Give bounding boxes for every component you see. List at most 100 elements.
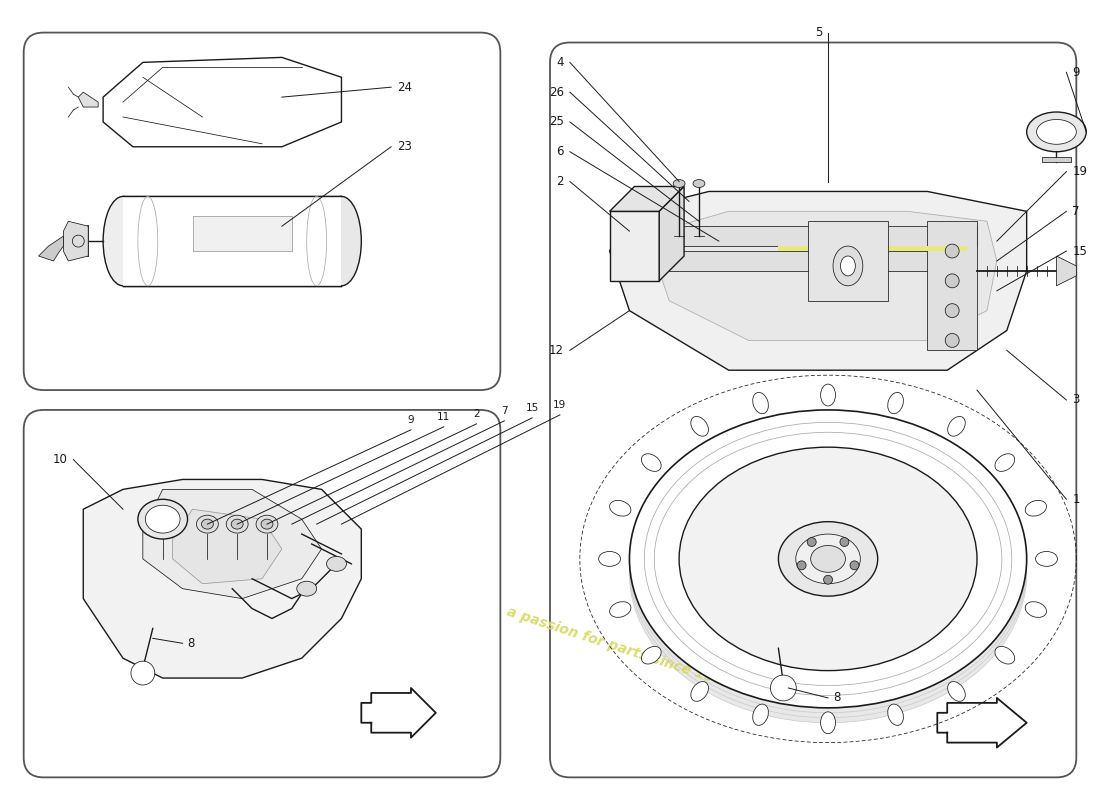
Text: 19: 19 xyxy=(1072,165,1087,178)
Ellipse shape xyxy=(629,410,1026,708)
Circle shape xyxy=(807,538,816,546)
Text: eDiagSpecs: eDiagSpecs xyxy=(780,191,916,211)
Ellipse shape xyxy=(752,393,769,414)
Ellipse shape xyxy=(679,447,977,670)
Text: 8: 8 xyxy=(187,637,195,650)
Polygon shape xyxy=(1056,256,1076,286)
Ellipse shape xyxy=(691,417,708,436)
Circle shape xyxy=(945,244,959,258)
Text: 2: 2 xyxy=(557,175,564,188)
Ellipse shape xyxy=(227,515,249,533)
Polygon shape xyxy=(39,236,64,261)
Polygon shape xyxy=(123,197,341,286)
Polygon shape xyxy=(1042,157,1071,162)
Text: 11: 11 xyxy=(437,412,450,422)
Polygon shape xyxy=(192,216,292,251)
Polygon shape xyxy=(808,222,888,301)
Text: 3: 3 xyxy=(1072,394,1080,406)
Polygon shape xyxy=(649,226,977,246)
Ellipse shape xyxy=(629,425,1026,722)
Polygon shape xyxy=(609,211,659,281)
Ellipse shape xyxy=(994,454,1014,471)
Polygon shape xyxy=(143,490,321,598)
Ellipse shape xyxy=(1025,602,1046,618)
Ellipse shape xyxy=(994,646,1014,664)
Text: 10: 10 xyxy=(53,453,67,466)
Polygon shape xyxy=(78,92,98,107)
Ellipse shape xyxy=(261,519,273,529)
Text: 23: 23 xyxy=(397,140,411,154)
Text: 15: 15 xyxy=(526,403,539,413)
Ellipse shape xyxy=(609,602,631,618)
Ellipse shape xyxy=(888,393,903,414)
Polygon shape xyxy=(123,197,341,286)
Ellipse shape xyxy=(138,499,187,539)
Ellipse shape xyxy=(948,682,966,702)
Text: 2: 2 xyxy=(473,409,480,419)
Circle shape xyxy=(131,661,155,685)
Text: 9: 9 xyxy=(1072,66,1080,78)
Ellipse shape xyxy=(641,454,661,471)
FancyBboxPatch shape xyxy=(24,410,500,778)
Ellipse shape xyxy=(145,506,180,533)
Polygon shape xyxy=(779,246,967,251)
Circle shape xyxy=(945,334,959,347)
Ellipse shape xyxy=(693,179,705,187)
Ellipse shape xyxy=(948,417,966,436)
Ellipse shape xyxy=(197,515,218,533)
Circle shape xyxy=(798,561,806,570)
Circle shape xyxy=(945,274,959,288)
Text: 15: 15 xyxy=(1072,245,1087,258)
Circle shape xyxy=(770,675,796,701)
Text: 7: 7 xyxy=(500,406,507,416)
Text: 6: 6 xyxy=(557,146,564,158)
Text: a passion for parts since 1985: a passion for parts since 1985 xyxy=(505,605,734,691)
Text: 85: 85 xyxy=(876,232,899,250)
Ellipse shape xyxy=(201,519,213,529)
Text: 5: 5 xyxy=(815,26,822,39)
Ellipse shape xyxy=(779,522,878,596)
FancyBboxPatch shape xyxy=(24,33,500,390)
Ellipse shape xyxy=(641,646,661,664)
Ellipse shape xyxy=(811,546,846,572)
Ellipse shape xyxy=(327,557,346,571)
Ellipse shape xyxy=(1025,501,1046,516)
Ellipse shape xyxy=(888,704,903,726)
Ellipse shape xyxy=(833,246,862,286)
Polygon shape xyxy=(669,251,967,271)
Polygon shape xyxy=(609,191,1026,370)
Ellipse shape xyxy=(103,197,143,286)
Ellipse shape xyxy=(73,235,85,247)
Polygon shape xyxy=(103,58,341,146)
Text: eDiag: eDiag xyxy=(165,480,240,518)
Ellipse shape xyxy=(821,384,836,406)
Text: 25: 25 xyxy=(549,115,564,129)
Text: 19: 19 xyxy=(553,400,566,410)
Ellipse shape xyxy=(1036,119,1076,144)
Polygon shape xyxy=(173,510,282,584)
Ellipse shape xyxy=(795,534,860,584)
Text: 12: 12 xyxy=(549,344,564,357)
Ellipse shape xyxy=(673,179,685,187)
Ellipse shape xyxy=(1026,112,1087,152)
Polygon shape xyxy=(927,222,977,350)
Ellipse shape xyxy=(256,515,278,533)
Text: 26: 26 xyxy=(549,86,564,98)
Circle shape xyxy=(945,304,959,318)
Polygon shape xyxy=(64,222,88,261)
Ellipse shape xyxy=(840,256,856,276)
Text: 4: 4 xyxy=(557,56,564,69)
Polygon shape xyxy=(659,186,684,281)
Polygon shape xyxy=(649,211,997,341)
Polygon shape xyxy=(609,186,684,211)
Ellipse shape xyxy=(598,551,620,566)
Text: 1: 1 xyxy=(1072,493,1080,506)
Ellipse shape xyxy=(1035,551,1057,566)
Ellipse shape xyxy=(821,712,836,734)
Ellipse shape xyxy=(691,682,708,702)
Polygon shape xyxy=(84,479,361,678)
Text: 9: 9 xyxy=(408,415,415,425)
Circle shape xyxy=(824,575,833,584)
Ellipse shape xyxy=(321,197,361,286)
Circle shape xyxy=(840,538,849,546)
